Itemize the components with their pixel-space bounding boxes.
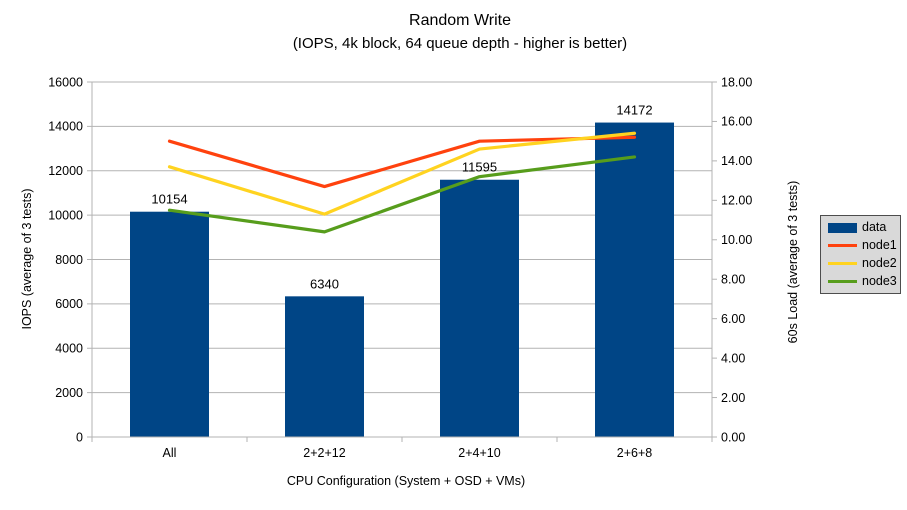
- right-axis-tick-label: 8.00: [721, 273, 745, 287]
- x-category-label: 2+2+12: [303, 446, 345, 460]
- bar-data: [285, 296, 364, 437]
- legend-swatch-node2: [828, 261, 857, 266]
- bar-value-label: 6340: [310, 276, 339, 291]
- legend-item-node3: node3: [828, 274, 900, 289]
- right-axis-tick-label: 2.00: [721, 391, 745, 405]
- left-axis-tick-label: 2000: [55, 386, 83, 400]
- bar-value-label: 11595: [462, 160, 497, 175]
- right-axis-tick-label: 6.00: [721, 312, 745, 326]
- legend-item-data: data: [828, 220, 900, 235]
- line-node2: [167, 131, 637, 216]
- bar-value-label: 14172: [616, 103, 652, 118]
- left-axis-tick-label: 10000: [48, 208, 83, 222]
- left-axis-tick-label: 12000: [48, 164, 83, 178]
- left-axis-tick-label: 16000: [48, 75, 83, 89]
- right-axis-tick-label: 18.00: [721, 75, 752, 89]
- left-axis-tick-label: 8000: [55, 253, 83, 267]
- legend-item-node2: node2: [828, 256, 900, 271]
- left-axis-title: IOPS (average of 3 tests): [20, 188, 34, 330]
- left-axis-tick-label: 4000: [55, 342, 83, 356]
- legend: data node1 node2 node3: [820, 215, 901, 294]
- right-axis-tick-label: 12.00: [721, 194, 752, 208]
- left-axis-tick-label: 14000: [48, 120, 83, 134]
- bar-data: [595, 122, 674, 437]
- chart-title: Random Write: [409, 12, 511, 29]
- left-axis-tick-label: 0: [76, 430, 83, 444]
- legend-swatch-data: [828, 222, 857, 233]
- x-axis-title: CPU Configuration (System + OSD + VMs): [286, 474, 526, 488]
- line-node3: [167, 155, 637, 234]
- bar-data: [130, 211, 209, 437]
- legend-label: node3: [862, 274, 897, 288]
- legend-label: node1: [862, 238, 897, 252]
- bar-value-label: 10154: [151, 192, 187, 207]
- right-axis-tick-label: 0.00: [721, 430, 745, 444]
- right-axis-tick-label: 16.00: [721, 115, 752, 129]
- right-axis-tick-label: 14.00: [721, 154, 752, 168]
- right-axis-tick-label: 4.00: [721, 351, 745, 365]
- right-axis-title: 60s Load (average of 3 tests): [786, 180, 800, 344]
- legend-swatch-node1: [828, 243, 857, 248]
- line-node1: [167, 135, 637, 189]
- left-axis-tick-label: 6000: [55, 297, 83, 311]
- x-category-label: 2+6+8: [617, 446, 653, 460]
- legend-swatch-node3: [828, 279, 857, 284]
- chart-subtitle: (IOPS, 4k block, 64 queue depth - higher…: [292, 35, 628, 52]
- legend-label: node2: [862, 256, 897, 270]
- x-category-label: All: [163, 446, 177, 460]
- legend-label: data: [862, 220, 887, 234]
- bar-data: [440, 179, 519, 437]
- right-axis-tick-label: 10.00: [721, 233, 752, 247]
- legend-item-node1: node1: [828, 238, 900, 253]
- x-category-label: 2+4+10: [458, 446, 500, 460]
